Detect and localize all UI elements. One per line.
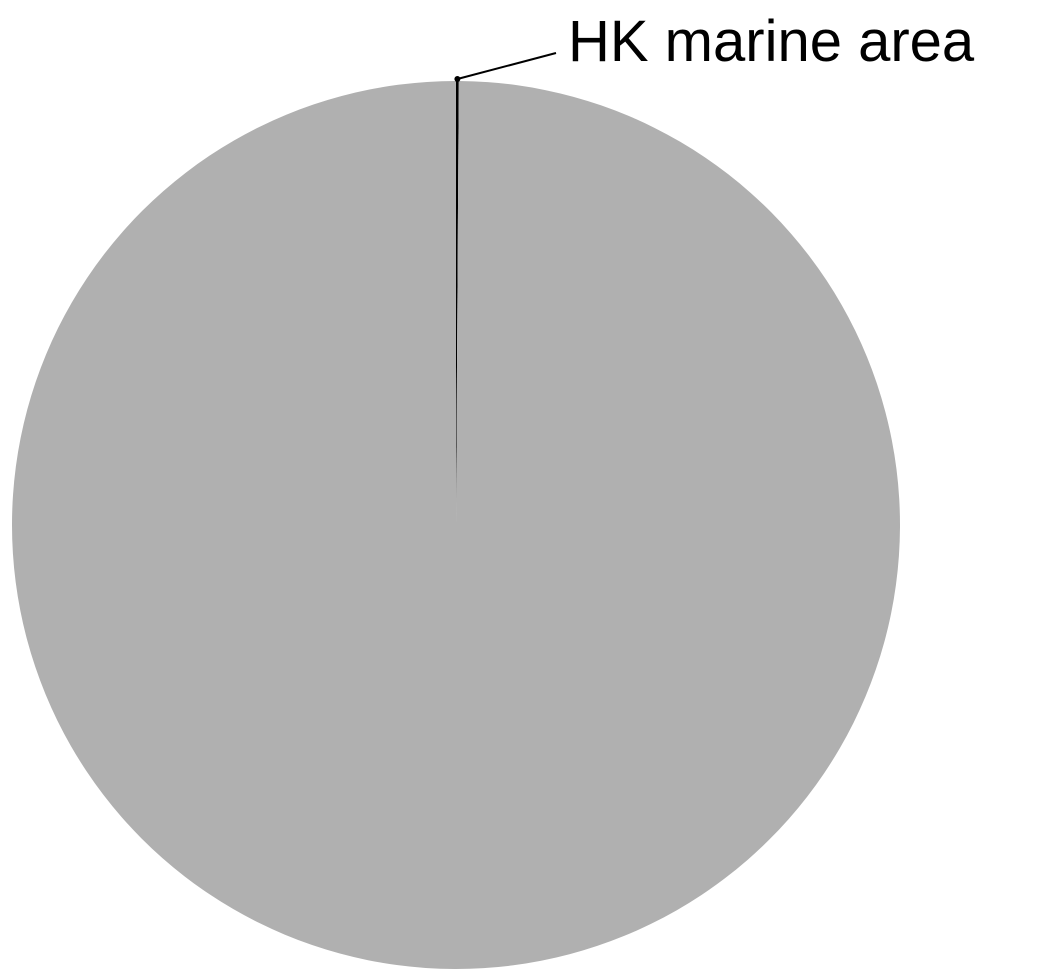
slice-leader-dot <box>454 76 461 83</box>
pie-slices <box>11 81 900 969</box>
pie-slice-1 <box>11 81 900 969</box>
slice-label-hk-marine-area: HK marine area <box>568 9 975 74</box>
pie-slice-0 <box>456 81 459 525</box>
slice-leader-line <box>457 52 557 80</box>
